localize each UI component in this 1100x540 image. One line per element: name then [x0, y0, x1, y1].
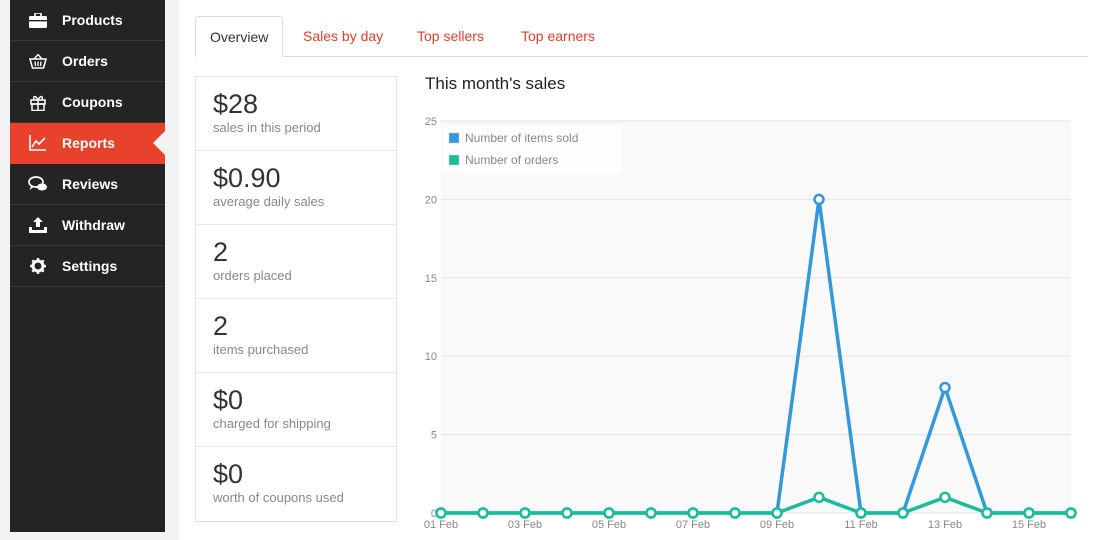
- report-tabs: Overview Sales by day Top sellers Top ea…: [195, 16, 1088, 57]
- stat-value: 2: [213, 311, 229, 341]
- upload-icon: [26, 216, 50, 234]
- data-point: [981, 507, 993, 519]
- stat-description: items purchased: [213, 342, 309, 357]
- sidebar-item-label: Orders: [62, 53, 108, 69]
- stat-value: 2: [213, 237, 229, 267]
- legend-swatch: [448, 154, 460, 166]
- tab-top-earners[interactable]: Top earners: [521, 28, 595, 44]
- x-tick-label: 03 Feb: [508, 519, 542, 531]
- stat-average-daily: $0.90 average daily sales: [196, 151, 396, 225]
- gear-icon: [26, 257, 50, 275]
- data-point: [645, 507, 657, 519]
- stat-value: $0: [213, 385, 244, 415]
- tab-overview[interactable]: Overview: [195, 16, 284, 57]
- x-tick-label: 11 Feb: [844, 519, 877, 531]
- plot-area: [441, 121, 1071, 513]
- basket-icon: [26, 52, 50, 70]
- data-point: [435, 507, 447, 519]
- stat-shipping: $0 charged for shipping: [196, 373, 396, 447]
- stat-value: $28: [213, 89, 259, 119]
- sidebar-item-label: Coupons: [62, 94, 123, 110]
- chart-title: This month's sales: [425, 74, 566, 93]
- sidebar-item-label: Settings: [62, 258, 118, 274]
- sidebar: Products Orders Coupons Reports Reviews …: [10, 0, 165, 532]
- data-point: [603, 507, 615, 519]
- x-tick-label: 05 Feb: [592, 519, 626, 531]
- stat-sales: $28 sales in this period: [196, 77, 396, 151]
- y-tick-label: 5: [431, 430, 437, 442]
- stat-orders-placed: 2 orders placed: [196, 225, 396, 299]
- data-point: [729, 507, 741, 519]
- data-point: [477, 507, 489, 519]
- stat-value: $0.90: [213, 163, 281, 193]
- sidebar-item-products[interactable]: Products: [10, 0, 165, 41]
- data-point: [561, 507, 573, 519]
- y-tick-label: 10: [425, 351, 437, 363]
- x-tick-label: 13 Feb: [928, 519, 962, 531]
- data-point: [687, 507, 699, 519]
- legend-label: Number of orders: [465, 153, 558, 167]
- stat-items-purchased: 2 items purchased: [196, 299, 396, 373]
- data-point: [771, 507, 783, 519]
- line-chart-icon: [26, 134, 50, 152]
- x-tick-label: 01 Feb: [424, 519, 458, 531]
- y-tick-label: 25: [425, 116, 437, 128]
- briefcase-icon: [26, 11, 50, 29]
- sidebar-item-label: Reports: [62, 135, 115, 151]
- legend-label: Number of items sold: [465, 131, 578, 145]
- sidebar-item-reports[interactable]: Reports: [10, 123, 165, 164]
- stat-description: sales in this period: [213, 120, 321, 135]
- data-point: [939, 491, 951, 504]
- x-tick-label: 15 Feb: [1012, 519, 1046, 531]
- sidebar-item-orders[interactable]: Orders: [10, 41, 165, 82]
- stat-coupons: $0 worth of coupons used: [196, 447, 396, 521]
- data-point: [813, 491, 825, 504]
- y-tick-label: 20: [425, 194, 437, 206]
- stat-value: $0: [213, 459, 244, 489]
- tab-top-sellers[interactable]: Top sellers: [417, 28, 484, 44]
- sidebar-item-withdraw[interactable]: Withdraw: [10, 205, 165, 246]
- data-point: [1023, 507, 1035, 519]
- sidebar-item-label: Withdraw: [62, 217, 125, 233]
- sidebar-item-settings[interactable]: Settings: [10, 246, 165, 287]
- data-point: [813, 193, 825, 206]
- stat-description: charged for shipping: [213, 416, 331, 431]
- x-tick-label: 09 Feb: [760, 519, 794, 531]
- sidebar-item-label: Products: [62, 12, 123, 28]
- sidebar-item-label: Reviews: [62, 176, 119, 192]
- data-point: [1065, 507, 1077, 519]
- sales-line-chart: 0 5 10 15 20 25 01 Feb 03 Feb 05 Feb 07 Feb 09 Feb…: [424, 116, 1077, 531]
- data-point: [519, 507, 531, 519]
- stat-description: average daily sales: [213, 194, 325, 209]
- series-line: [441, 495, 1071, 515]
- data-point: [855, 507, 867, 519]
- chat-bubbles-icon: [26, 175, 50, 193]
- summary-stats: $28 sales in this period $0.90 average d…: [195, 76, 397, 522]
- sidebar-item-reviews[interactable]: Reviews: [10, 164, 165, 205]
- y-tick-label: 15: [425, 273, 437, 285]
- data-point: [939, 381, 951, 394]
- reports-panel: Overview Sales by day Top sellers Top ea…: [179, 0, 1100, 540]
- tab-sales-by-day[interactable]: Sales by day: [303, 28, 384, 44]
- stat-description: worth of coupons used: [213, 490, 344, 505]
- x-tick-label: 07 Feb: [676, 519, 710, 531]
- y-tick-label: 0: [431, 508, 437, 520]
- data-point: [897, 507, 909, 519]
- legend-box: [443, 125, 621, 173]
- legend-swatch: [448, 132, 460, 144]
- stat-description: orders placed: [213, 268, 292, 283]
- gift-icon: [26, 93, 50, 111]
- sidebar-item-coupons[interactable]: Coupons: [10, 82, 165, 123]
